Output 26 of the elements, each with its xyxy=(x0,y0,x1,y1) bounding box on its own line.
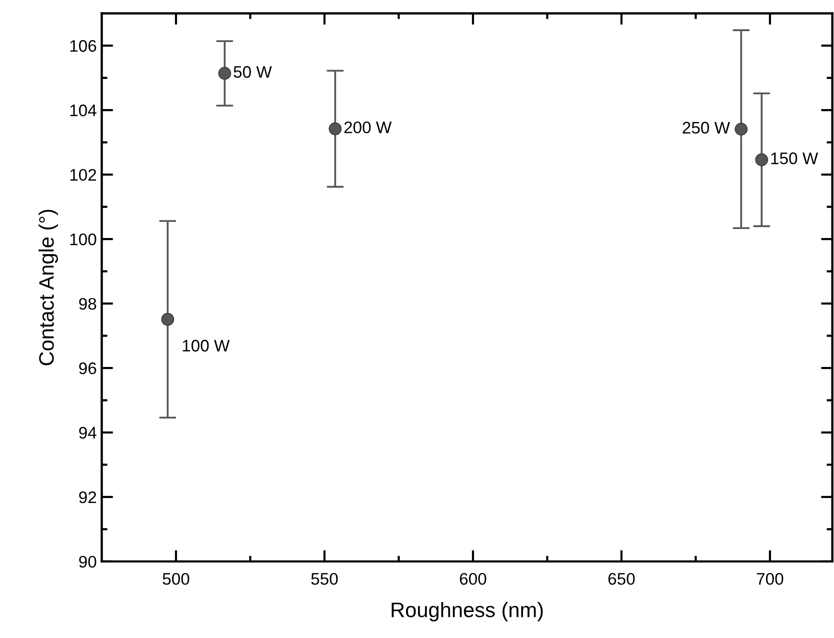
y-tick-label: 96 xyxy=(79,362,96,374)
point xyxy=(734,122,748,136)
y-tick-label: 100 xyxy=(70,233,96,246)
point xyxy=(328,122,342,136)
x-tick-label: 600 xyxy=(460,572,486,585)
x-tick-label: 650 xyxy=(608,572,635,585)
y-tick-label: 102 xyxy=(70,168,96,181)
y-tick-label: 106 xyxy=(70,40,96,52)
y-tick-label: 92 xyxy=(79,491,96,504)
x-tick-label: 700 xyxy=(756,572,784,585)
x-tick-label: 500 xyxy=(162,572,190,585)
annotation: 50 W xyxy=(234,66,272,78)
annotation: 200 W xyxy=(344,121,392,134)
y-tick-label: 98 xyxy=(79,298,96,310)
point xyxy=(218,66,232,80)
x-tick-label: 550 xyxy=(311,572,338,585)
y-tick-label: 94 xyxy=(79,426,96,439)
point xyxy=(755,153,768,166)
annotation: 250 W xyxy=(682,122,730,134)
y-tick-label: 104 xyxy=(70,104,96,116)
annotation: 100 W xyxy=(182,340,230,352)
y-axis-title: Contact Angle (°) xyxy=(38,210,58,366)
y-tick-label: 90 xyxy=(79,556,96,568)
x-axis-title: Roughness (nm) xyxy=(392,602,543,622)
point xyxy=(161,312,174,326)
annotation: 150 W xyxy=(771,152,818,164)
